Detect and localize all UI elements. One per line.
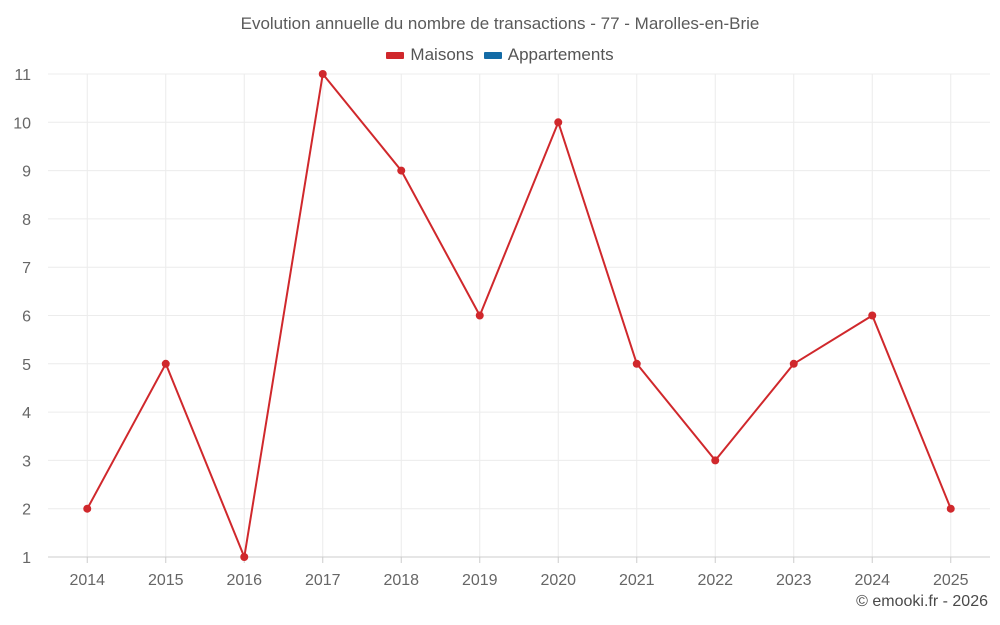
x-tick-label: 2024 (854, 572, 890, 589)
data-point[interactable] (554, 118, 563, 127)
legend-label-maisons: Maisons (410, 45, 474, 64)
tick-labels: 1 2 3 4 5 6 7 8 9 10 11 2014 2015 2016 2017 2018 2019 202… (13, 67, 968, 589)
x-tick-label: 2023 (776, 572, 812, 589)
data-point[interactable] (397, 166, 406, 175)
data-point[interactable] (83, 504, 92, 513)
x-tick-label: 2014 (69, 572, 105, 589)
x-tick-label: 2025 (933, 572, 969, 589)
data-point[interactable] (711, 456, 720, 465)
axes (48, 556, 990, 563)
y-tick-label: 9 (22, 164, 31, 181)
x-tick-label: 2021 (619, 572, 655, 589)
x-tick-label: 2016 (226, 572, 262, 589)
legend-item-appartements[interactable]: Appartements (483, 45, 614, 65)
y-tick-label: 11 (14, 67, 31, 84)
y-tick-label: 4 (22, 405, 31, 422)
x-tick-label: 2022 (697, 572, 733, 589)
grid-lines (48, 73, 990, 557)
y-tick-label: 3 (22, 453, 31, 470)
data-point[interactable] (868, 311, 877, 320)
legend-swatch-maisons (386, 51, 405, 59)
series-line-maisons (86, 73, 952, 558)
legend-swatch-appartements (483, 51, 502, 59)
data-point[interactable] (161, 359, 170, 368)
x-tick-label: 2015 (148, 572, 184, 589)
series-maisons (83, 70, 955, 561)
data-point[interactable] (789, 359, 798, 368)
y-tick-label: 5 (22, 357, 31, 374)
x-tick-label: 2019 (462, 572, 498, 589)
legend: Maisons Appartements (0, 45, 1000, 65)
y-tick-label: 1 (22, 550, 31, 567)
y-tick-label: 6 (22, 309, 31, 326)
data-point[interactable] (240, 553, 249, 561)
y-tick-label: 10 (13, 115, 31, 132)
y-tick-label: 2 (22, 502, 31, 519)
y-tick-label: 8 (22, 212, 31, 229)
data-point[interactable] (475, 311, 484, 320)
credit-text: © emooki.fr - 2026 (856, 593, 988, 610)
legend-item-maisons[interactable]: Maisons (386, 45, 474, 65)
data-point[interactable] (946, 504, 955, 513)
data-point[interactable] (632, 359, 641, 368)
x-tick-label: 2018 (383, 572, 419, 589)
data-point[interactable] (318, 70, 327, 78)
x-tick-label: 2017 (305, 572, 341, 589)
x-tick-label: 2020 (540, 572, 576, 589)
legend-label-appartements: Appartements (507, 45, 614, 64)
y-tick-label: 7 (22, 260, 31, 277)
chart-title: Evolution annuelle du nombre de transact… (240, 14, 760, 33)
